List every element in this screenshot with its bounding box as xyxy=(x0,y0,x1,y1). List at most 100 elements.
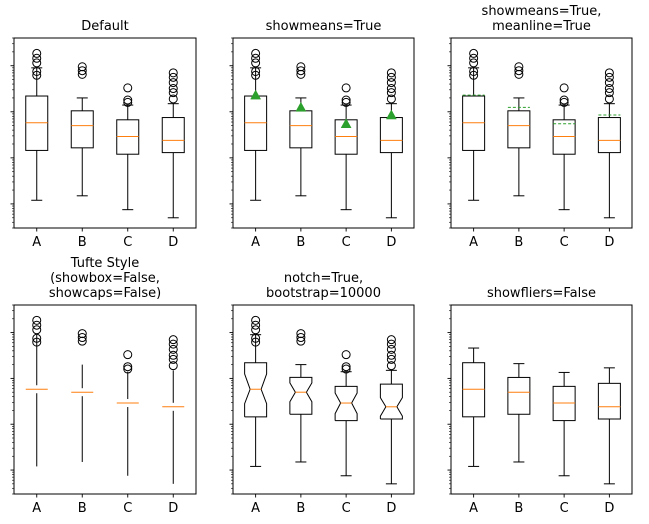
subplot-1: Default A B C D xyxy=(10,19,197,250)
title-line: Tufte Style xyxy=(70,256,139,271)
subplot-4: Tufte Style (showbox=False, showcaps=False… xyxy=(10,256,197,516)
flier-point xyxy=(168,361,178,371)
notched-box xyxy=(334,385,358,422)
flier-point xyxy=(386,68,396,78)
box-A xyxy=(462,347,486,467)
flier-point xyxy=(251,66,261,76)
flier-point xyxy=(296,66,306,76)
flier-point xyxy=(168,335,178,345)
box-C xyxy=(116,83,140,211)
flier-point xyxy=(32,325,42,335)
title-line: showmeans=True xyxy=(266,19,382,34)
flier-point xyxy=(469,66,479,76)
flier-point xyxy=(469,48,479,58)
x-tick-label: C xyxy=(342,235,351,250)
subplot-title: Default xyxy=(81,19,129,34)
box-C xyxy=(552,371,576,477)
flier-point xyxy=(604,84,614,94)
x-tick-label: A xyxy=(251,235,260,250)
box-B xyxy=(507,62,531,197)
x-tick-label: B xyxy=(296,501,305,516)
box-A xyxy=(244,48,268,201)
flier-point xyxy=(251,320,261,330)
flier-point xyxy=(32,58,42,68)
subplot-3: showmeans=True, meanline=True A B C D xyxy=(447,4,633,250)
flier-point xyxy=(296,329,306,339)
title-line: notch=True, xyxy=(284,271,363,286)
flier-point xyxy=(559,97,569,107)
box-B xyxy=(289,329,313,463)
mean-marker xyxy=(250,89,262,100)
flier-point xyxy=(32,66,42,76)
x-tick-label: D xyxy=(386,501,396,516)
box-body xyxy=(597,382,621,420)
box-A xyxy=(462,48,486,201)
flier-point xyxy=(341,362,351,372)
flier-point xyxy=(168,88,178,98)
flier-point xyxy=(168,350,178,360)
axes-frame xyxy=(450,304,633,495)
flier-point xyxy=(386,94,396,104)
flier-point xyxy=(604,78,614,88)
notched-box xyxy=(289,376,313,415)
box-D xyxy=(161,68,185,219)
subplot-2: showmeans=True A B C D xyxy=(229,19,415,250)
subplot-title: Tufte Style (showbox=False, showcaps=False… xyxy=(49,256,161,301)
flier-point xyxy=(32,337,42,347)
flier-point xyxy=(251,48,261,58)
notched-box xyxy=(379,383,403,420)
flier-point xyxy=(559,83,569,93)
box-body xyxy=(25,95,49,151)
box-body xyxy=(161,117,185,154)
flier-point xyxy=(559,95,569,105)
flier-point xyxy=(296,333,306,343)
flier-point xyxy=(341,364,351,374)
flier-point xyxy=(168,78,178,88)
flier-point xyxy=(168,354,178,364)
x-tick-label: C xyxy=(560,235,569,250)
flier-point xyxy=(341,97,351,107)
subplot-title: notch=True, bootstrap=10000 xyxy=(266,271,381,301)
subplot-title: showmeans=True xyxy=(266,19,382,34)
title-line: Default xyxy=(81,19,129,34)
flier-point xyxy=(469,53,479,63)
flier-point xyxy=(168,84,178,94)
flier-point xyxy=(604,72,614,82)
box-D xyxy=(162,335,185,484)
flier-point xyxy=(168,339,178,349)
flier-point xyxy=(32,48,42,58)
title-line: bootstrap=10000 xyxy=(266,286,381,301)
box-C xyxy=(334,350,358,477)
box-D xyxy=(597,68,621,219)
subplot-title: showfliers=False xyxy=(487,286,596,301)
title-line: showcaps=False) xyxy=(49,286,161,301)
box-B xyxy=(289,62,313,197)
flier-point xyxy=(386,350,396,360)
flier-point xyxy=(386,339,396,349)
box-D xyxy=(379,68,403,219)
flier-point xyxy=(341,95,351,105)
box-body xyxy=(507,376,531,415)
x-tick-label: B xyxy=(296,235,305,250)
flier-point xyxy=(123,364,133,374)
flier-point xyxy=(604,94,614,104)
box-C xyxy=(334,83,358,211)
flier-point xyxy=(168,94,178,104)
title-line: showfliers=False xyxy=(487,286,596,301)
subplot-6: showfliers=False A B C D xyxy=(447,286,633,516)
flier-point xyxy=(386,344,396,354)
box-body xyxy=(244,95,268,151)
flier-point xyxy=(251,53,261,63)
box-body xyxy=(462,362,486,418)
flier-point xyxy=(168,72,178,82)
x-tick-label: A xyxy=(469,501,478,516)
title-line: (showbox=False, xyxy=(50,271,160,286)
flier-point xyxy=(251,315,261,325)
x-tick-label: A xyxy=(32,235,41,250)
flier-point xyxy=(32,315,42,325)
box-body xyxy=(379,117,403,154)
flier-point xyxy=(77,62,87,72)
flier-point xyxy=(123,350,133,360)
flier-point xyxy=(604,88,614,98)
